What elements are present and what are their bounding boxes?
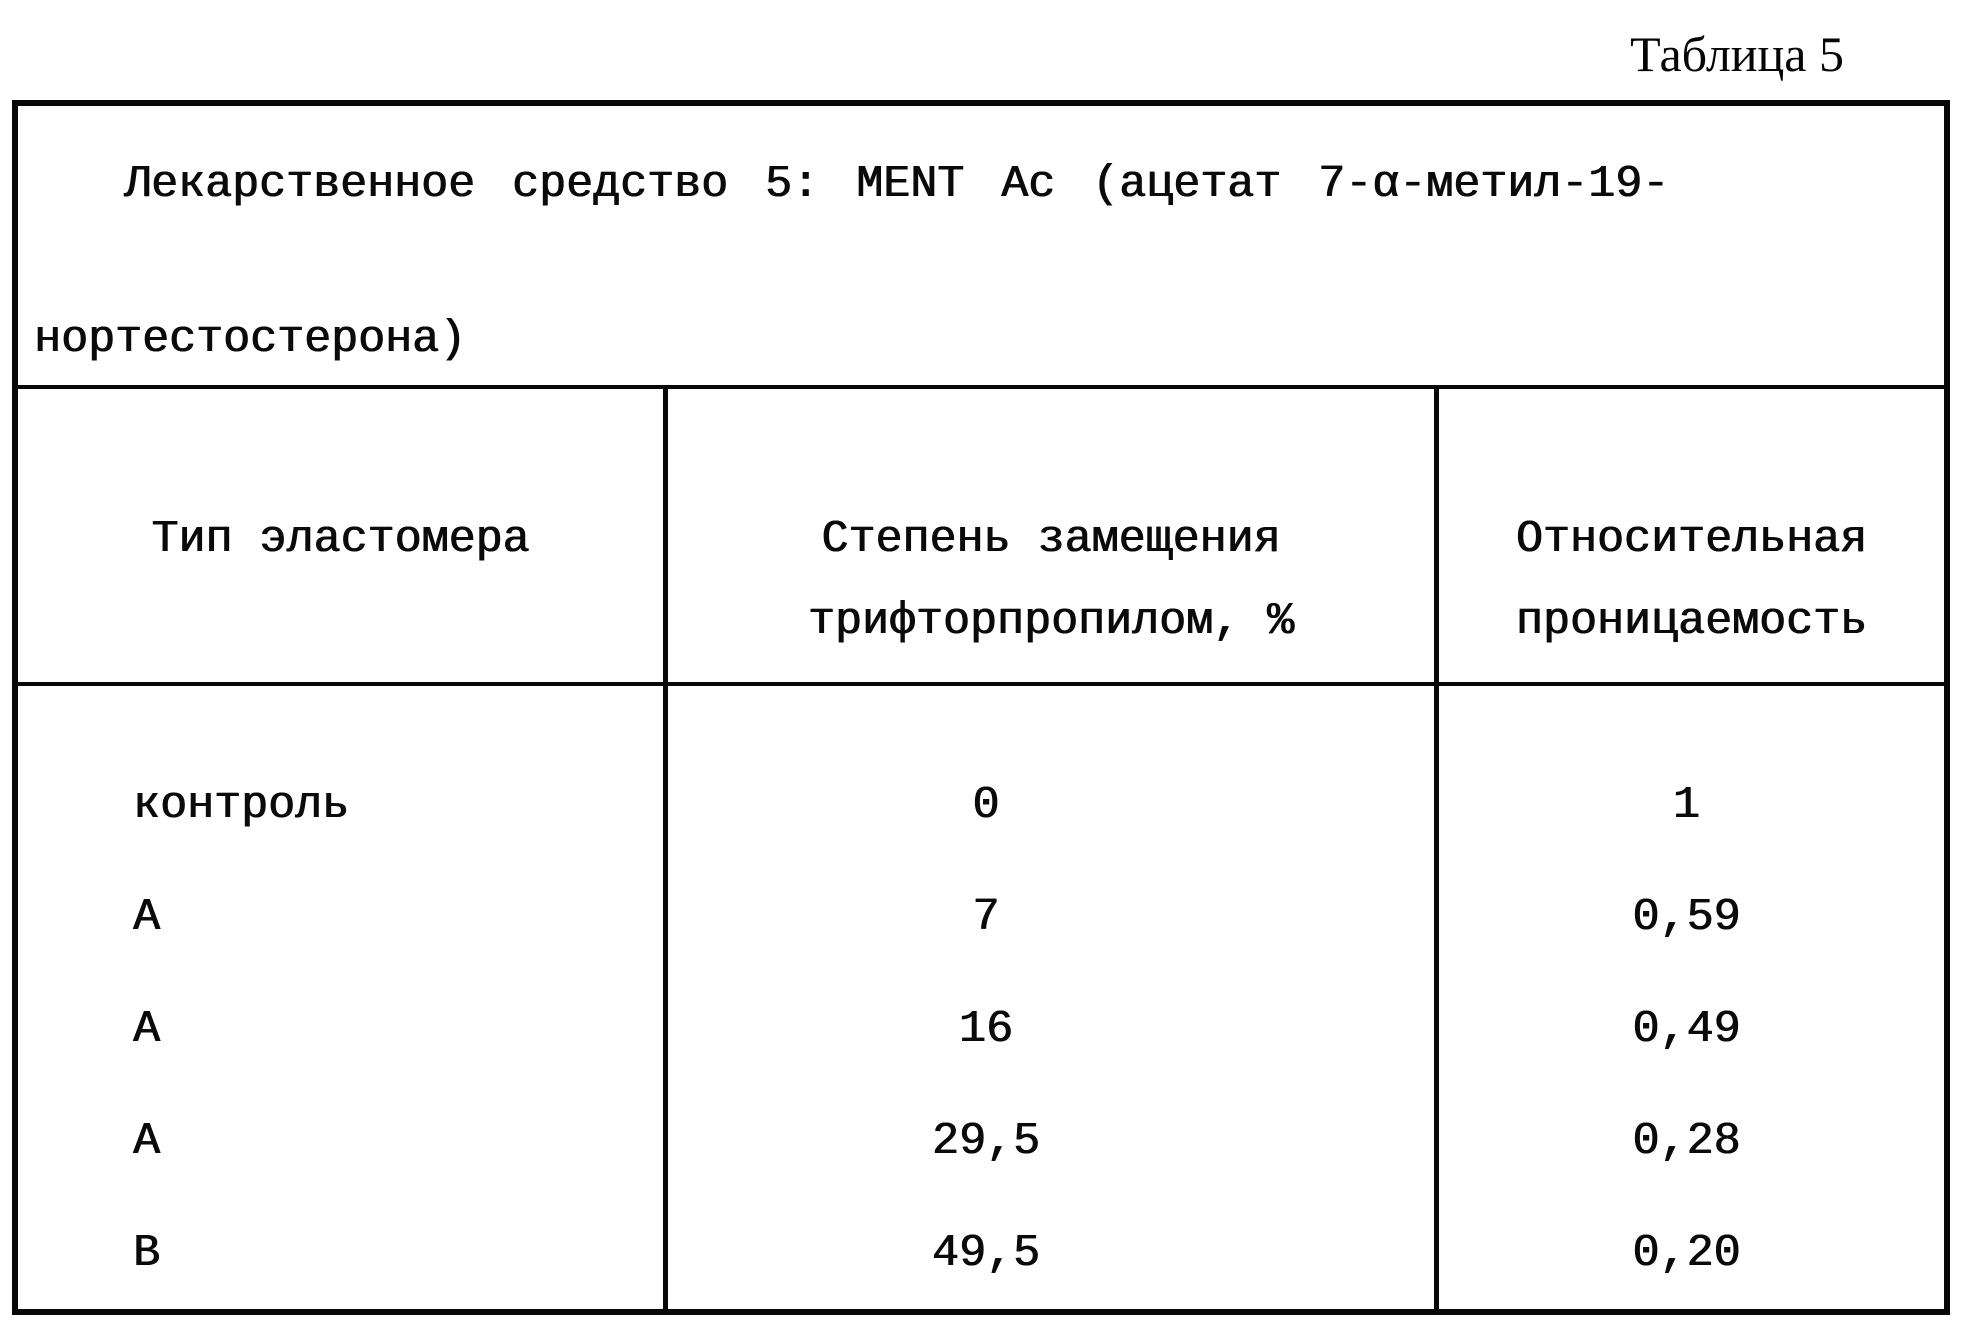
cell-substitution-degree: 29,5	[931, 1115, 1041, 1167]
column-header-substitution-line-1: Степень замещения	[821, 514, 1281, 565]
drug-permeability-table: Лекарственное средство 5: MENT Ac (ацета…	[12, 100, 1950, 1315]
cell-elastomer-type: A	[133, 1115, 161, 1167]
cell-substitution-degree: 7	[972, 891, 1000, 943]
column-header-permeability-line-2: проницаемость	[1515, 596, 1868, 647]
cell-elastomer-type: A	[133, 1003, 161, 1055]
table-title-line-1: Лекарственное средство 5: MENT Ac (ацета…	[124, 159, 1670, 210]
table-title-line-2: нортестостерона)	[34, 314, 467, 365]
cell-relative-permeability: 0,20	[1632, 1227, 1741, 1279]
cell-relative-permeability: 0,59	[1632, 891, 1741, 943]
table-caption: Таблица 5	[1630, 26, 1844, 82]
column-header-substitution-degree: Степень замещения трифторпропилом, %	[668, 389, 1439, 682]
column-substitution-degree: 0 7 16 29,5 49,5	[668, 686, 1439, 1311]
column-header-relative-permeability: Относительная проницаемость	[1439, 389, 1944, 682]
cell-substitution-degree: 49,5	[931, 1227, 1041, 1279]
cell-relative-permeability: 0,28	[1632, 1115, 1741, 1167]
cell-relative-permeability: 0,49	[1632, 1003, 1741, 1055]
cell-relative-permeability: 1	[1672, 779, 1700, 831]
cell-elastomer-type: контроль	[133, 779, 350, 831]
cell-substitution-degree: 0	[972, 779, 1000, 831]
column-header-substitution-line-2: трифторпропилом, %	[807, 596, 1295, 647]
table-title-block: Лекарственное средство 5: MENT Ac (ацета…	[18, 106, 1944, 389]
cell-elastomer-type: A	[133, 891, 161, 943]
table-data-block: контроль A A A B 0 7 16 29,5 49,5 1 0,59…	[18, 686, 1944, 1311]
column-header-elastomer-type: Тип эластомера	[18, 389, 668, 682]
column-header-permeability-line-1: Относительная	[1515, 514, 1868, 565]
column-elastomer-type: контроль A A A B	[18, 686, 668, 1311]
table-header-row: Тип эластомера Степень замещения трифтор…	[18, 389, 1944, 686]
column-header-elastomer-type-label: Тип эластомера	[151, 514, 530, 565]
cell-substitution-degree: 16	[958, 1003, 1013, 1055]
cell-elastomer-type: B	[133, 1227, 161, 1279]
column-relative-permeability: 1 0,59 0,49 0,28 0,20	[1439, 686, 1944, 1311]
